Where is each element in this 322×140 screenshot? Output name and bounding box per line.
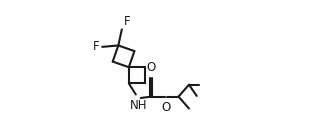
Text: O: O [147,61,156,74]
Text: F: F [93,40,100,53]
Text: F: F [124,15,131,28]
Text: O: O [161,101,171,114]
Text: NH: NH [130,99,147,112]
